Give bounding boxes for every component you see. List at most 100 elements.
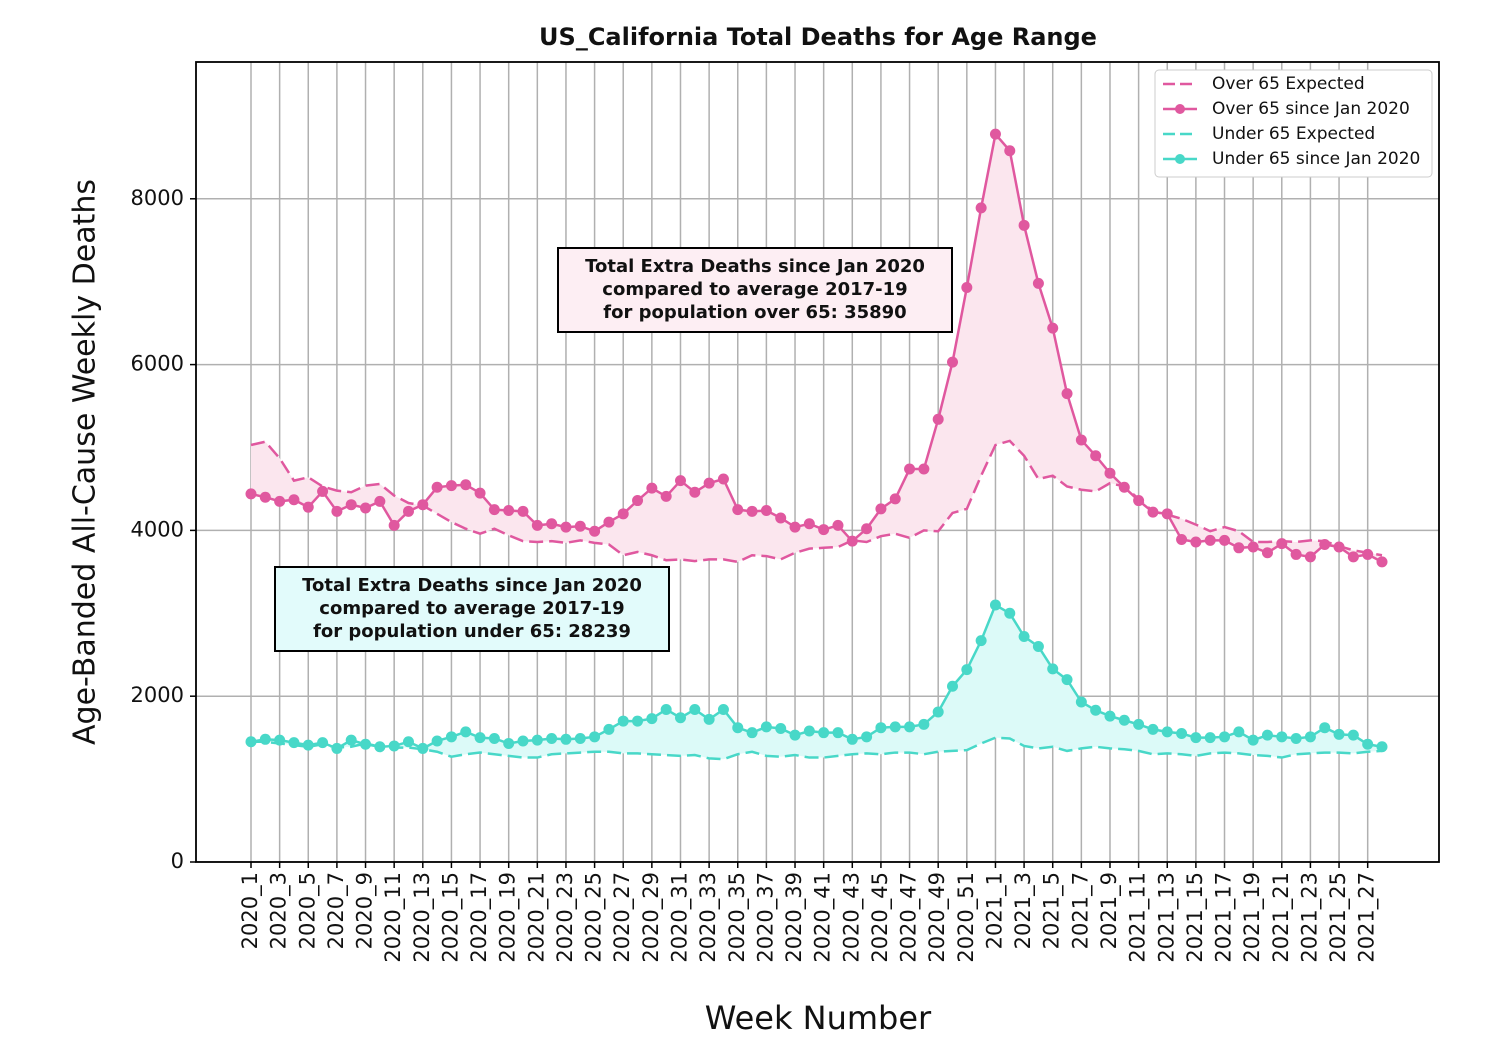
x-tick-label: 2021_21 <box>1269 872 1294 963</box>
point <box>402 505 414 517</box>
point <box>1018 219 1030 231</box>
point <box>360 738 372 750</box>
point <box>431 735 443 747</box>
point <box>1347 729 1359 741</box>
point <box>317 737 329 749</box>
fill-between <box>251 605 1382 760</box>
point <box>317 485 329 497</box>
x-tick-label: 2020_27 <box>610 872 635 963</box>
point <box>989 128 1001 140</box>
point <box>302 739 314 751</box>
annotation-text: for population under 65: 28239 <box>313 621 631 642</box>
point <box>803 725 815 737</box>
x-tick-label: 2020_9 <box>353 872 378 949</box>
point <box>474 732 486 744</box>
x-tick-label: 2020_43 <box>839 872 864 963</box>
point <box>345 499 357 511</box>
point <box>617 508 629 520</box>
point <box>1032 277 1044 289</box>
point <box>1304 551 1316 563</box>
point <box>488 732 500 744</box>
point <box>503 737 515 749</box>
point <box>846 733 858 745</box>
point <box>1204 534 1216 546</box>
point <box>1233 726 1245 738</box>
x-tick-label: 2021_17 <box>1212 872 1237 963</box>
y-axis-label: Age-Banded All-Cause Weekly Deaths <box>68 179 103 745</box>
point <box>417 742 429 754</box>
x-tick-label: 2020_19 <box>496 872 521 963</box>
point <box>603 516 615 528</box>
x-tick-label: 2021_11 <box>1126 872 1151 963</box>
x-tick-label: 2020_3 <box>267 872 292 949</box>
point <box>1047 663 1059 675</box>
x-tick-label: 2021_1 <box>982 872 1007 949</box>
x-tick-label: 2021_5 <box>1040 872 1065 949</box>
point <box>302 501 314 513</box>
point <box>1018 631 1030 643</box>
point <box>674 712 686 724</box>
point <box>574 732 586 744</box>
point <box>374 741 386 753</box>
x-tick-label: 2021_25 <box>1326 872 1351 963</box>
point <box>1190 536 1202 548</box>
point <box>832 519 844 531</box>
point <box>1161 726 1173 738</box>
annotation-box <box>557 247 953 333</box>
point <box>1190 732 1202 744</box>
point <box>1233 542 1245 554</box>
point <box>1161 508 1173 520</box>
x-tick-label: 2020_5 <box>295 872 320 949</box>
y-tick-label: 8000 <box>131 186 184 210</box>
legend-label: Under 65 Expected <box>1212 124 1375 144</box>
point <box>947 680 959 692</box>
point <box>760 721 772 733</box>
point <box>1061 388 1073 400</box>
point <box>603 723 615 735</box>
point <box>1219 731 1231 743</box>
point <box>1004 145 1016 157</box>
point <box>660 703 672 715</box>
annotation-text: Total Extra Deaths since Jan 2020 <box>585 256 925 277</box>
point <box>961 664 973 676</box>
point <box>789 729 801 741</box>
point <box>918 463 930 475</box>
x-tick-label: 2020_35 <box>725 872 750 963</box>
point <box>1319 722 1331 734</box>
x-tick-label: 2020_21 <box>524 872 549 963</box>
axes-frame <box>195 61 1440 863</box>
point <box>846 535 858 547</box>
point <box>388 519 400 531</box>
point <box>1104 467 1116 479</box>
point <box>947 356 959 368</box>
y-tick-label: 6000 <box>131 352 184 376</box>
y-tick-label: 4000 <box>131 517 184 541</box>
point <box>517 505 529 517</box>
point <box>1376 556 1388 568</box>
point <box>875 722 887 734</box>
point <box>904 463 916 475</box>
point <box>889 493 901 505</box>
point <box>689 486 701 498</box>
point <box>274 495 286 507</box>
point <box>674 475 686 487</box>
point <box>402 736 414 748</box>
point <box>374 495 386 507</box>
point <box>703 477 715 489</box>
point <box>1362 738 1374 750</box>
legend-label: Under 65 since Jan 2020 <box>1212 149 1420 169</box>
point <box>1247 541 1259 553</box>
point <box>803 518 815 530</box>
point <box>1261 547 1273 559</box>
point <box>861 523 873 535</box>
point <box>1247 734 1259 746</box>
point <box>732 504 744 516</box>
plot-area <box>196 62 1439 862</box>
x-tick-label: 2020_23 <box>553 872 578 963</box>
point <box>531 734 543 746</box>
point <box>789 521 801 533</box>
x-tick-label: 2020_7 <box>324 872 349 949</box>
x-tick-label: 2020_29 <box>639 872 664 963</box>
annotation-box <box>274 566 670 652</box>
